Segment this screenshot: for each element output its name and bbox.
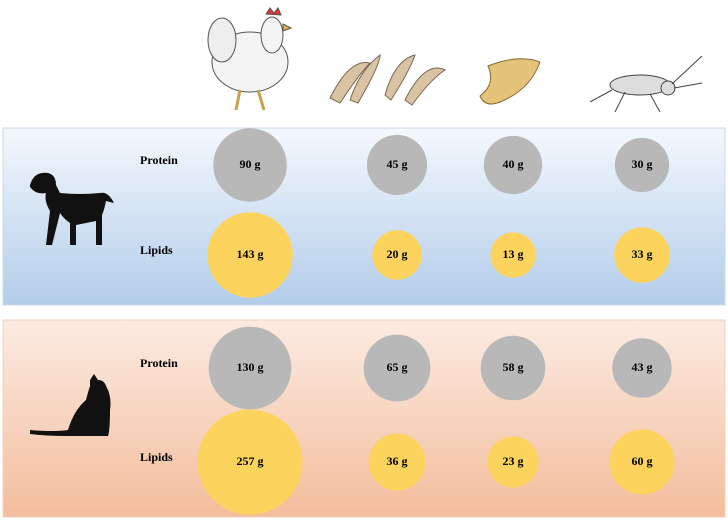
value-label: 90 g — [240, 157, 261, 171]
value-label: 40 g — [503, 157, 524, 171]
value-label: 23 g — [503, 454, 524, 468]
value-label: 257 g — [237, 454, 264, 468]
bubble — [207, 212, 293, 298]
value-label: 65 g — [387, 360, 408, 374]
larva-icon — [479, 58, 541, 105]
bubble — [483, 135, 543, 195]
dog-panel — [2, 127, 726, 306]
bubble — [480, 335, 546, 401]
mealworms-icon — [329, 53, 446, 106]
bubble — [368, 433, 426, 491]
bubble — [614, 227, 670, 283]
value-label: 33 g — [632, 247, 653, 261]
cat-panel — [2, 319, 726, 518]
value-label: 60 g — [632, 454, 653, 468]
value-label: 13 g — [503, 247, 524, 261]
bubble — [490, 232, 536, 278]
bubble — [612, 338, 672, 398]
value-label: 45 g — [387, 157, 408, 171]
cat-icon — [30, 374, 111, 436]
row-label: Lipids — [140, 450, 173, 464]
row-label: Protein — [140, 153, 178, 167]
chicken-icon — [207, 7, 293, 111]
value-label: 36 g — [387, 454, 408, 468]
dog-icon — [30, 172, 114, 245]
bubble — [363, 334, 431, 402]
value-label: 20 g — [387, 247, 408, 261]
value-label: 43 g — [632, 360, 653, 374]
bubble — [366, 134, 428, 196]
row-label: Protein — [140, 356, 178, 370]
value-label: 143 g — [237, 247, 264, 261]
bubble — [197, 409, 303, 515]
bubble — [372, 230, 422, 280]
bubble — [213, 128, 287, 202]
bubble — [208, 326, 292, 410]
value-label: 30 g — [632, 157, 653, 171]
bubble — [487, 436, 539, 488]
bubble — [614, 137, 670, 193]
cricket-icon — [589, 55, 703, 113]
value-label: 58 g — [503, 360, 524, 374]
row-label: Lipids — [140, 243, 173, 257]
value-label: 130 g — [237, 360, 264, 374]
bubble — [609, 429, 675, 495]
